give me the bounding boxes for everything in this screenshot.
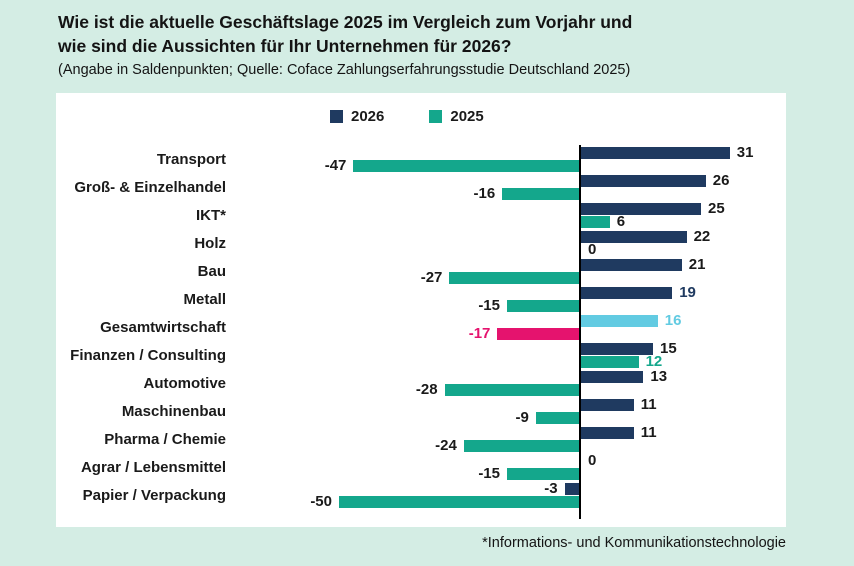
bar-2025 (581, 356, 639, 368)
page-title: Wie ist die aktuelle Geschäftslage 2025 … (58, 10, 632, 58)
category-label: IKT* (196, 207, 226, 224)
bar-2025 (507, 300, 579, 312)
bar-2025 (535, 412, 579, 424)
category-label: Maschinenbau (121, 403, 226, 420)
bar-2025 (444, 384, 579, 396)
footnote: *Informations- und Kommunikationstechnol… (482, 535, 786, 551)
value-label: -9 (515, 409, 529, 426)
bar-2026 (564, 483, 579, 495)
bar-2026 (581, 287, 673, 299)
legend-label: 2025 (450, 108, 484, 125)
bar-2025 (463, 440, 579, 452)
value-label: 25 (708, 200, 725, 217)
category-label: Gesamtwirtschaft (100, 319, 226, 336)
bar-2025 (502, 188, 579, 200)
value-label: 16 (664, 312, 682, 329)
bar-2025 (339, 496, 579, 508)
page-subtitle: (Angabe in Saldenpunkten; Quelle: Coface… (58, 62, 631, 78)
value-label: -16 (473, 185, 496, 202)
bar-2025 (507, 468, 579, 480)
legend: 2026 2025 (330, 108, 484, 125)
bar-2026 (581, 399, 634, 411)
value-label: 11 (640, 396, 657, 413)
bar-2026 (581, 343, 653, 355)
category-label: Metall (183, 291, 226, 308)
bar-2026 (581, 147, 730, 159)
category-label: Pharma / Chemie (104, 431, 226, 448)
value-label: -15 (478, 297, 500, 314)
value-label: 26 (712, 172, 730, 189)
bar-2026 (581, 231, 687, 243)
legend-swatch (429, 110, 443, 123)
value-label: 0 (588, 452, 597, 469)
legend-swatch (330, 110, 343, 123)
bar-2025 (497, 328, 579, 340)
value-label: -47 (324, 157, 347, 174)
legend-label: 2026 (351, 108, 385, 125)
bar-2026 (581, 371, 644, 383)
value-label: 15 (660, 340, 677, 357)
value-label: 0 (588, 241, 597, 258)
value-label: 22 (693, 228, 711, 245)
value-label: -3 (544, 480, 558, 497)
bar-2025 (449, 272, 579, 284)
page-title-line-1: Wie ist die aktuelle Geschäftslage 2025 … (58, 12, 633, 32)
category-label: Papier / Verpackung (82, 487, 226, 504)
category-label: Agrar / Lebensmittel (80, 459, 226, 476)
value-label: 13 (650, 368, 668, 385)
bar-2025 (581, 216, 610, 228)
value-label: 21 (688, 256, 706, 273)
page-title-line-2: wie sind die Aussichten für Ihr Unterneh… (58, 36, 512, 56)
value-label: 11 (640, 424, 657, 441)
category-label: Automotive (143, 375, 227, 392)
bar-2025 (353, 160, 579, 172)
category-label: Holz (194, 235, 226, 252)
value-label: 19 (679, 284, 696, 301)
category-label: Transport (156, 151, 226, 168)
bar-2026 (581, 203, 701, 215)
value-label: -50 (310, 493, 332, 510)
bar-2026 (581, 259, 682, 271)
bar-2026 (581, 315, 658, 327)
bar-2026 (581, 427, 634, 439)
value-label: -27 (420, 269, 443, 286)
value-label: -17 (468, 325, 491, 342)
legend-item: 2025 (429, 108, 484, 125)
value-label: -28 (415, 381, 438, 398)
category-label: Groß- & Einzelhandel (74, 179, 226, 196)
legend-item: 2026 (330, 108, 384, 125)
chart-panel: 2026 2025 Transport 31 -47 Groß- & Einzelhan… (56, 93, 786, 527)
value-label: 31 (736, 144, 754, 161)
bar-2026 (581, 175, 706, 187)
value-label: 6 (616, 213, 626, 230)
value-label: -24 (435, 437, 457, 454)
category-label: Bau (197, 263, 226, 280)
value-label: 12 (645, 353, 663, 370)
category-label: Finanzen / Consulting (70, 347, 226, 364)
value-label: -15 (478, 465, 500, 482)
zero-axis-line (579, 145, 581, 519)
